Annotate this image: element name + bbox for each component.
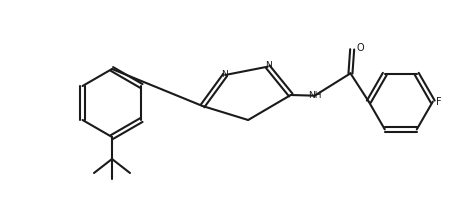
Text: F: F [436, 97, 441, 107]
Text: NH: NH [308, 91, 321, 100]
Text: N: N [265, 61, 272, 70]
Text: N: N [221, 69, 227, 78]
Text: O: O [356, 43, 364, 53]
